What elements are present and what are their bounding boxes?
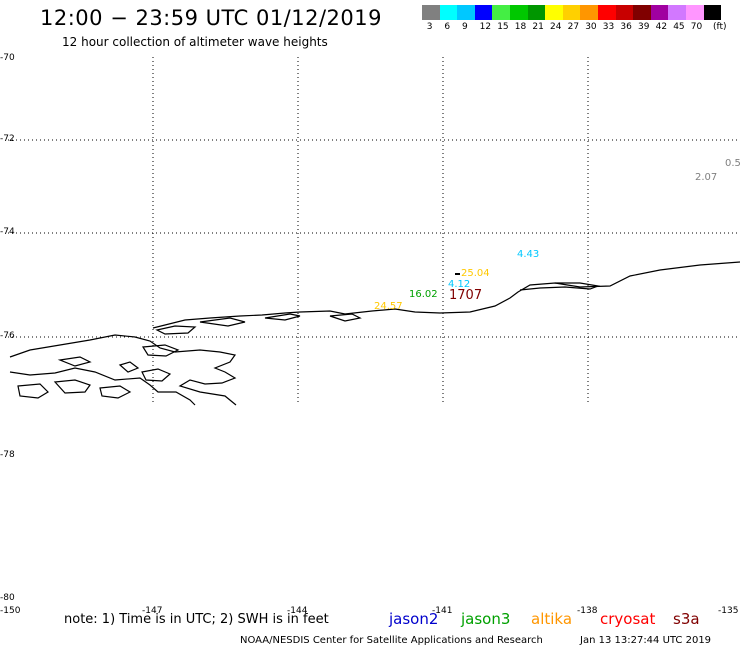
color-scale-label: 36 xyxy=(620,22,632,32)
color-scale-swatch xyxy=(545,5,563,20)
satellite-legend-jason2: jason2 xyxy=(389,610,439,628)
wave-height-label: 4.43 xyxy=(517,249,540,260)
footer-note: note: 1) Time is in UTC; 2) SWH is in fe… xyxy=(64,612,329,627)
lat-tick-label: -72 xyxy=(0,134,15,144)
color-scale-label: 33 xyxy=(602,22,615,32)
color-scale-unit: (ft) xyxy=(713,22,727,32)
color-scale-label: 24 xyxy=(550,22,562,32)
lat-tick-label: -70 xyxy=(0,53,15,63)
satellite-legend-s3a: s3a xyxy=(673,610,700,628)
color-scale-label: 6 xyxy=(444,22,451,32)
lon-tick-label: -141 xyxy=(432,606,453,616)
satellite-legend-jason3: jason3 xyxy=(461,610,511,628)
color-scale-swatch xyxy=(422,5,440,20)
color-scale-swatch xyxy=(633,5,651,20)
color-scale-swatch xyxy=(668,5,686,20)
lat-tick-label: -76 xyxy=(0,331,15,341)
color-scale-label: 42 xyxy=(655,22,668,32)
map-title: 12:00 − 23:59 UTC 01/12/2019 xyxy=(40,6,383,30)
lat-tick-label: -80 xyxy=(0,593,15,603)
wave-height-label: 2.07 xyxy=(695,172,718,183)
generation-timestamp: Jan 13 13:27:44 UTC 2019 xyxy=(580,635,712,646)
color-scale-label: 21 xyxy=(532,22,544,32)
credit-line: NOAA/NESDIS Center for Satellite Applica… xyxy=(240,635,543,646)
color-scale-label: 45 xyxy=(673,22,685,32)
color-scale-swatch xyxy=(527,5,546,20)
wave-height-label: 1707 xyxy=(449,288,483,303)
color-scale-swatch xyxy=(598,5,616,20)
lat-tick-label: -74 xyxy=(0,227,15,237)
color-scale-swatch xyxy=(492,5,510,20)
satellite-legend-altika: altika xyxy=(531,610,573,628)
color-scale-label: 39 xyxy=(638,22,650,32)
color-scale-label: 15 xyxy=(497,22,509,32)
wave-height-label: 16.02 xyxy=(409,289,438,300)
color-scale-swatch xyxy=(457,5,475,20)
map-subtitle: 12 hour collection of altimeter wave hei… xyxy=(62,35,328,49)
lon-tick-label: -135 xyxy=(718,606,739,616)
graticule xyxy=(8,57,740,405)
satellite-legend-cryosat: cryosat xyxy=(600,610,656,628)
wave-height-label: 4.12 xyxy=(448,279,471,290)
lon-tick-label: -138 xyxy=(577,606,598,616)
color-scale-swatch xyxy=(510,5,528,20)
lon-tick-label: -150 xyxy=(0,606,21,616)
wave-height-label: 25.04 xyxy=(461,268,490,279)
color-scale-label: 70 xyxy=(690,22,703,32)
color-scale-label: 12 xyxy=(479,22,492,32)
color-scale-label: 18 xyxy=(514,22,527,32)
color-scale-swatch xyxy=(615,5,634,20)
lon-tick-label: -144 xyxy=(287,606,308,616)
color-scale-swatch xyxy=(650,5,669,20)
color-scale-label: 3 xyxy=(426,22,433,32)
color-scale-swatch xyxy=(439,5,458,20)
lat-tick-label: -78 xyxy=(0,450,15,460)
color-scale-label: 9 xyxy=(462,22,468,32)
lon-tick-label: -147 xyxy=(142,606,163,616)
color-scale-label: 27 xyxy=(567,22,580,32)
color-scale-swatch xyxy=(580,5,598,20)
wave-height-label: 24.57 xyxy=(374,301,403,312)
wave-height-label: 0.5 xyxy=(725,158,740,169)
color-scale-swatch xyxy=(703,5,722,20)
color-scale-swatch xyxy=(686,5,704,20)
color-scale-swatch xyxy=(474,5,493,20)
color-scale-label: 30 xyxy=(585,22,597,32)
color-scale-swatch xyxy=(562,5,581,20)
coastline xyxy=(9,261,740,406)
